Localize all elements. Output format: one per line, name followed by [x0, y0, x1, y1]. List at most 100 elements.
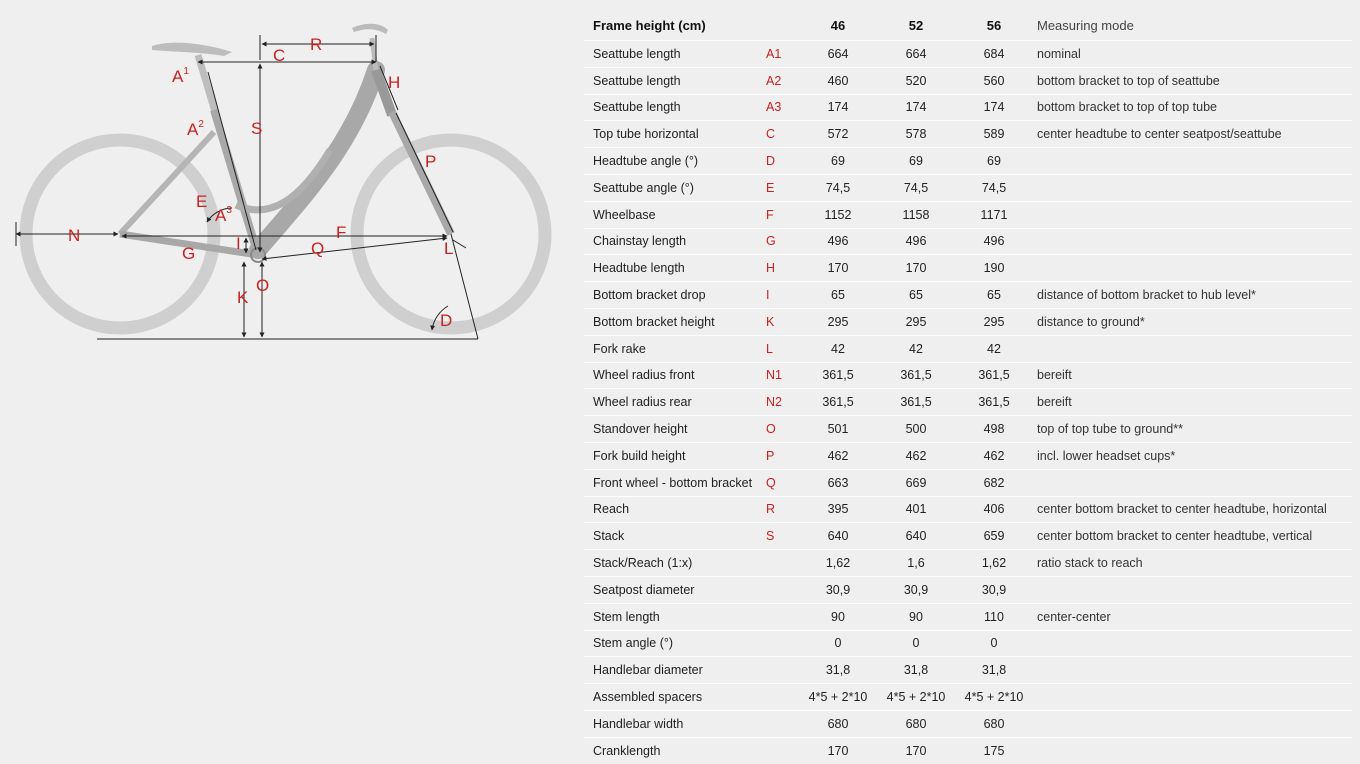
head-tube: [371, 68, 397, 117]
row-measuring-mode: distance of bottom bracket to hub level*: [1033, 281, 1352, 309]
row-value-46: 1,62: [799, 549, 877, 577]
row-code: P: [764, 441, 799, 470]
row-code: Q: [764, 468, 799, 497]
row-code: L: [764, 334, 799, 363]
row-value-52: 174: [877, 93, 955, 121]
row-value-46: 663: [799, 468, 877, 497]
row-value-52: 0: [877, 629, 955, 657]
row-value-46: 30,9: [799, 575, 877, 604]
header-size-46: 46: [830, 17, 846, 33]
table-row: Standover height O 501 500 498 top of top tub…: [584, 415, 1352, 443]
row-measuring-mode: [1033, 683, 1352, 711]
row-value-52: 30,9: [877, 575, 955, 604]
row-value-46: 395: [799, 495, 877, 523]
table-row: Handlebar width 680 680 680: [584, 709, 1352, 738]
row-value-46: 496: [799, 227, 877, 255]
row-label: Stack: [584, 522, 764, 550]
row-code: O: [764, 415, 799, 443]
row-value-56: 0: [955, 629, 1033, 657]
row-value-46: 501: [799, 415, 877, 443]
table-row: Cranklength 170 170 175: [584, 736, 1352, 764]
row-label: Seattube length: [584, 66, 764, 95]
row-value-46: 31,8: [799, 656, 877, 684]
row-measuring-mode: [1033, 736, 1352, 764]
table-row: Seattube angle (°) E 74,5 74,5 74,5: [584, 173, 1352, 202]
row-measuring-mode: center bottom bracket to center headtube…: [1033, 495, 1352, 523]
row-value-56: 589: [955, 120, 1033, 148]
row-value-46: 90: [799, 602, 877, 631]
table-row: Assembled spacers 4*5 + 2*10 4*5 + 2*10 4*5…: [584, 683, 1352, 711]
table-row: Headtube length H 170 170 190: [584, 254, 1352, 282]
row-value-52: 500: [877, 415, 955, 443]
row-measuring-mode: center-center: [1033, 602, 1352, 631]
row-code: [764, 629, 799, 657]
row-measuring-mode: bereift: [1033, 388, 1352, 416]
row-value-56: 74,5: [955, 173, 1033, 202]
table-row: Seattube length A3 174 174 174 bottom bracket…: [584, 93, 1352, 121]
row-value-52: 640: [877, 522, 955, 550]
table-row: Seattube length A1 664 664 684 nominal: [584, 40, 1352, 68]
seatpost: [194, 53, 220, 117]
row-measuring-mode: ratio stack to reach: [1033, 549, 1352, 577]
row-value-52: 90: [877, 602, 955, 631]
row-label: Wheelbase: [584, 200, 764, 229]
row-value-46: 361,5: [799, 388, 877, 416]
row-value-56: 175: [955, 736, 1033, 764]
row-measuring-mode: [1033, 147, 1352, 175]
label-D: D: [440, 311, 452, 330]
header-size-52: 52: [908, 17, 924, 33]
row-value-56: 498: [955, 415, 1033, 443]
row-label: Stem angle (°): [584, 629, 764, 657]
table-row: Front wheel - bottom bracket Q 663 669 682: [584, 468, 1352, 497]
row-value-56: 680: [955, 709, 1033, 738]
header-code: [764, 10, 799, 41]
row-label: Front wheel - bottom bracket: [584, 468, 764, 497]
row-code: R: [764, 495, 799, 523]
saddle: [152, 42, 232, 56]
table-row: Wheel radius front N1 361,5 361,5 361,5 berei…: [584, 361, 1352, 389]
row-code: E: [764, 173, 799, 202]
row-value-56: 190: [955, 254, 1033, 282]
top-tube: [234, 148, 334, 214]
table-row: Stem length 90 90 110 center-center: [584, 602, 1352, 631]
seat-stay: [117, 129, 217, 237]
row-value-56: 1171: [955, 200, 1033, 229]
row-value-46: 170: [799, 254, 877, 282]
row-value-56: 361,5: [955, 388, 1033, 416]
row-label: Wheel radius front: [584, 361, 764, 389]
table-row: Handlebar diameter 31,8 31,8 31,8: [584, 656, 1352, 684]
row-label: Bottom bracket drop: [584, 281, 764, 309]
row-value-56: 682: [955, 468, 1033, 497]
row-label: Wheel radius rear: [584, 388, 764, 416]
row-measuring-mode: [1033, 629, 1352, 657]
row-value-52: 295: [877, 307, 955, 336]
row-code: [764, 709, 799, 738]
row-label: Fork build height: [584, 441, 764, 470]
label-A1: A1: [172, 66, 189, 86]
row-code: K: [764, 307, 799, 336]
label-O: O: [256, 276, 269, 295]
row-value-56: 4*5 + 2*10: [955, 683, 1033, 711]
row-value-46: 69: [799, 147, 877, 175]
label-A2: A2: [187, 119, 204, 139]
row-value-52: 462: [877, 441, 955, 470]
label-A3: A3: [215, 205, 232, 225]
table-row: Seatpost diameter 30,9 30,9 30,9: [584, 575, 1352, 604]
table-row: Stem angle (°) 0 0 0: [584, 629, 1352, 657]
row-label: Top tube horizontal: [584, 120, 764, 148]
row-value-46: 295: [799, 307, 877, 336]
row-code: S: [764, 522, 799, 550]
row-value-56: 406: [955, 495, 1033, 523]
row-measuring-mode: bereift: [1033, 361, 1352, 389]
row-measuring-mode: [1033, 575, 1352, 604]
table-row: Headtube angle (°) D 69 69 69: [584, 147, 1352, 175]
row-value-56: 30,9: [955, 575, 1033, 604]
row-value-46: 42: [799, 334, 877, 363]
row-measuring-mode: [1033, 334, 1352, 363]
row-value-52: 496: [877, 227, 955, 255]
row-value-52: 361,5: [877, 361, 955, 389]
row-value-52: 65: [877, 281, 955, 309]
table-row: Fork rake L 42 42 42: [584, 334, 1352, 363]
row-value-52: 1,6: [877, 549, 955, 577]
label-Q: Q: [311, 239, 324, 258]
